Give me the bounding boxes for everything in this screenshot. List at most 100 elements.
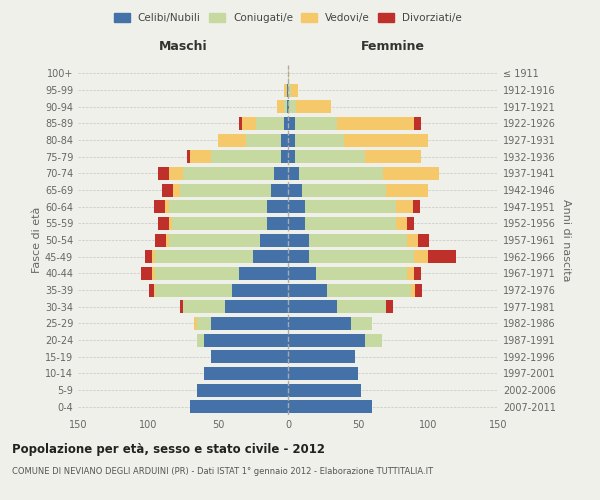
Bar	[281, 134, 288, 146]
Bar	[288, 67, 289, 80]
Bar	[288, 384, 361, 396]
Bar	[365, 150, 421, 163]
Bar	[183, 167, 274, 180]
Bar	[288, 217, 305, 230]
Bar	[337, 300, 386, 313]
Bar	[288, 117, 295, 130]
Bar	[418, 234, 430, 246]
Bar	[411, 284, 415, 296]
Bar	[204, 367, 288, 380]
Bar	[169, 234, 260, 246]
Bar	[267, 217, 288, 230]
Bar	[172, 217, 267, 230]
Bar	[287, 100, 288, 113]
Bar	[173, 184, 180, 196]
Bar	[204, 334, 288, 346]
Bar	[197, 317, 211, 330]
Bar	[407, 217, 414, 230]
Bar	[211, 350, 288, 363]
Bar	[274, 167, 288, 180]
Text: Femmine: Femmine	[361, 40, 425, 54]
Bar	[190, 150, 211, 163]
Bar	[183, 300, 225, 313]
Bar	[239, 117, 242, 130]
Bar	[288, 84, 291, 96]
Bar	[316, 267, 407, 280]
Bar	[288, 234, 309, 246]
Bar	[154, 284, 155, 296]
Bar	[155, 284, 232, 296]
Bar	[327, 284, 411, 296]
Text: Maschi: Maschi	[158, 40, 208, 54]
Bar	[414, 267, 421, 280]
Bar	[190, 400, 288, 413]
Bar	[169, 167, 183, 180]
Bar	[260, 234, 288, 246]
Text: COMUNE DI NEVIANO DEGLI ARDUINI (PR) - Dati ISTAT 1° gennaio 2012 - Elaborazione: COMUNE DI NEVIANO DEGLI ARDUINI (PR) - D…	[12, 468, 433, 476]
Legend: Celibi/Nubili, Coniugati/e, Vedovi/e, Divorziati/e: Celibi/Nubili, Coniugati/e, Vedovi/e, Di…	[111, 10, 465, 26]
Bar	[413, 200, 419, 213]
Bar	[288, 400, 372, 413]
Bar	[288, 284, 327, 296]
Bar	[288, 167, 299, 180]
Bar	[288, 267, 316, 280]
Bar	[302, 184, 386, 196]
Bar	[299, 167, 383, 180]
Y-axis label: Anni di nascita: Anni di nascita	[561, 198, 571, 281]
Bar	[197, 384, 288, 396]
Bar	[166, 234, 169, 246]
Bar	[225, 300, 288, 313]
Y-axis label: Fasce di età: Fasce di età	[32, 207, 42, 273]
Bar	[149, 284, 154, 296]
Bar	[305, 200, 396, 213]
Bar	[288, 334, 365, 346]
Bar	[239, 267, 288, 280]
Bar	[232, 284, 288, 296]
Bar	[309, 234, 407, 246]
Bar	[407, 234, 418, 246]
Bar	[141, 267, 152, 280]
Bar	[169, 200, 267, 213]
Bar	[309, 250, 414, 263]
Bar	[386, 184, 428, 196]
Bar	[277, 100, 284, 113]
Bar	[242, 117, 256, 130]
Bar	[296, 100, 331, 113]
Bar	[253, 250, 288, 263]
Bar	[158, 217, 169, 230]
Bar	[337, 117, 414, 130]
Bar	[155, 250, 253, 263]
Bar	[284, 117, 288, 130]
Bar	[271, 184, 288, 196]
Text: Popolazione per età, sesso e stato civile - 2012: Popolazione per età, sesso e stato civil…	[12, 442, 325, 456]
Bar	[414, 250, 428, 263]
Bar	[288, 250, 309, 263]
Bar	[407, 267, 414, 280]
Bar	[386, 300, 393, 313]
Bar	[396, 200, 413, 213]
Bar	[194, 317, 197, 330]
Bar	[187, 150, 190, 163]
Bar	[155, 267, 239, 280]
Bar	[197, 334, 204, 346]
Bar	[383, 167, 439, 180]
Bar	[295, 150, 365, 163]
Bar	[152, 267, 155, 280]
Bar	[396, 217, 407, 230]
Bar	[415, 284, 422, 296]
Bar	[162, 184, 173, 196]
Bar	[281, 150, 288, 163]
Bar	[211, 150, 281, 163]
Bar	[145, 250, 152, 263]
Bar	[291, 84, 298, 96]
Bar	[288, 200, 305, 213]
Bar	[288, 184, 302, 196]
Bar	[351, 317, 372, 330]
Bar	[284, 84, 287, 96]
Bar	[180, 300, 183, 313]
Bar	[288, 350, 355, 363]
Bar	[288, 317, 351, 330]
Bar	[288, 367, 358, 380]
Bar	[295, 134, 344, 146]
Bar	[414, 117, 421, 130]
